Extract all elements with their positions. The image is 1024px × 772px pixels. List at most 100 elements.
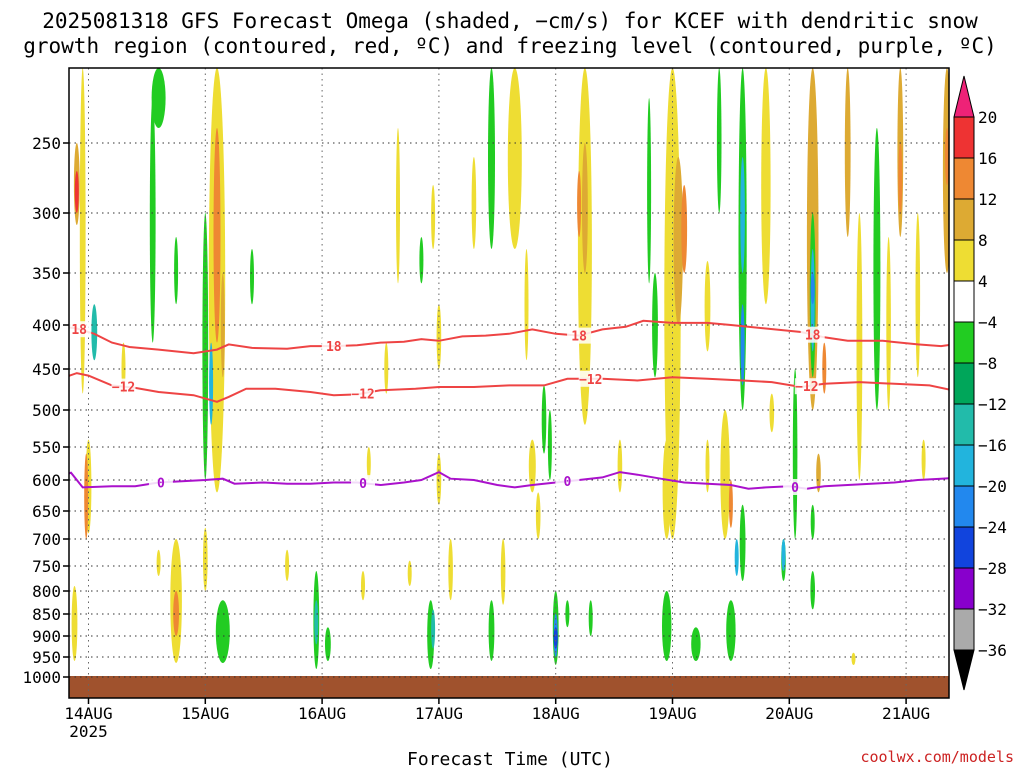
omega-shade-82 <box>726 600 736 661</box>
omega-shade-73 <box>704 261 711 352</box>
y-tick-label-550: 550 <box>32 438 61 457</box>
contour-label-2-3: 0 <box>791 481 799 496</box>
omega-shade-17 <box>174 237 179 305</box>
x-tick-label-21aug: 21AUG <box>882 704 930 723</box>
y-tick-label-1000: 1000 <box>22 668 61 687</box>
contour-lines: 18 18 18 18 −12 −12 −12 −12 0 0 0 0 <box>69 319 949 496</box>
contour-line-2 <box>69 470 949 490</box>
contour-label-bg <box>800 326 825 343</box>
colorbar-label-4: 4 <box>978 272 988 291</box>
omega-shade-72 <box>705 439 710 493</box>
omega-shade-79 <box>740 304 745 386</box>
omega-shade-92 <box>816 453 821 493</box>
ground-surface <box>69 676 949 698</box>
contour-label-bg <box>148 474 173 491</box>
x-axis-title: Forecast Time (UTC) <box>407 749 613 768</box>
contour-label-bg <box>794 378 819 395</box>
y-tick-label-350: 350 <box>32 264 61 283</box>
y-tick-label-950: 950 <box>32 648 61 667</box>
contour-label-1-2: −12 <box>579 373 602 388</box>
colorbar-swatch-12 <box>953 608 975 651</box>
colorbar-label-12: −32 <box>978 600 1007 619</box>
y-tick-label-250: 250 <box>32 134 61 153</box>
x-year-label: 2025 <box>69 722 108 741</box>
y-tick-label-400: 400 <box>32 316 61 335</box>
title-line-1: 2025081318 GFS Forecast Omega (shaded, −… <box>42 9 978 33</box>
omega-shade-26 <box>215 600 230 663</box>
omega-shade-87 <box>792 369 798 539</box>
colorbar-swatch-1 <box>953 157 975 200</box>
omega-shade-48 <box>500 539 506 605</box>
omega-shade-53 <box>535 492 541 539</box>
colorbar-swatch-0 <box>953 116 975 159</box>
omega-shade-33 <box>361 571 365 601</box>
y-tick-label-700: 700 <box>32 530 61 549</box>
contour-label-0-0: 18 <box>71 323 87 338</box>
contour-label-1-0: −12 <box>112 381 135 396</box>
omega-shade-101 <box>898 143 903 213</box>
colorbar-swatch-10 <box>953 526 975 569</box>
omega-shade-15 <box>149 98 156 343</box>
omega-shade-16 <box>151 68 166 128</box>
y-tick-label-900: 900 <box>32 627 61 646</box>
contour-label-1-1: −12 <box>351 387 374 402</box>
omega-shade-95 <box>822 342 827 394</box>
omega-shade-31 <box>325 627 331 661</box>
omega-shade-56 <box>553 627 558 649</box>
omega-shade-96 <box>844 68 851 237</box>
colorbar-label-7: −12 <box>978 395 1007 414</box>
omega-shade-45 <box>488 68 495 249</box>
x-tick-label-20aug: 20AUG <box>765 704 813 723</box>
omega-shade-23 <box>220 273 225 378</box>
omega-shade-28 <box>250 249 254 305</box>
y-tick-label-650: 650 <box>32 502 61 521</box>
y-tick-label-450: 450 <box>32 360 61 379</box>
y-tick-label-300: 300 <box>32 204 61 223</box>
y-tick-label-850: 850 <box>32 605 61 624</box>
omega-shade-0 <box>52 68 67 394</box>
colorbar-swatch-2 <box>953 198 975 241</box>
contour-label-bg <box>578 370 603 387</box>
omega-shade-35 <box>366 447 371 480</box>
omega-shade-102 <box>915 213 921 378</box>
omega-shade-76 <box>728 480 733 528</box>
colorbar-label-1: 16 <box>978 149 997 168</box>
contour-label-1-3: −12 <box>795 380 818 395</box>
omega-shade-104 <box>851 652 856 666</box>
omega-shade-94 <box>810 504 815 539</box>
omega-shade-50 <box>524 249 529 361</box>
colorbar-swatch-3 <box>953 239 975 282</box>
omega-shade-93 <box>810 571 815 610</box>
omega-shade-70 <box>662 591 672 661</box>
omega-shade-74 <box>716 68 722 213</box>
omega-shade-49 <box>507 68 522 249</box>
contour-label-bg <box>555 473 580 490</box>
colorbar-swatch-8 <box>953 444 975 487</box>
omega-shade-57 <box>541 385 547 454</box>
contour-label-bg <box>69 321 92 338</box>
colorbar-swatch-5 <box>953 321 975 364</box>
omega-shade-65 <box>652 273 658 378</box>
omega-shade-47 <box>488 600 495 661</box>
omega-shade-27 <box>203 527 208 592</box>
plot-frame <box>68 67 950 699</box>
colorbar-label-0: 20 <box>978 108 997 127</box>
omega-shade-84 <box>769 393 775 433</box>
colorbar-top-triangle <box>953 75 975 118</box>
omega-shade-99 <box>886 237 891 410</box>
omega-shade-36 <box>396 128 400 284</box>
contour-label-2-2: 0 <box>563 475 571 490</box>
contour-label-bg <box>351 385 375 402</box>
omega-shade-38 <box>419 237 424 284</box>
colorbar-label-3: 8 <box>978 231 988 250</box>
contour-label-bg <box>783 479 808 495</box>
omega-shade-2 <box>60 213 66 360</box>
omega-shade-81 <box>734 539 739 576</box>
omega-shade-43 <box>431 609 436 649</box>
omega-shade-30 <box>314 600 319 645</box>
omega-shade-4 <box>74 171 79 213</box>
omega-shade-22 <box>209 342 214 425</box>
omega-shade-51 <box>528 439 536 493</box>
colorbar-bottom-triangle <box>953 649 975 691</box>
contour-label-0-2: 18 <box>571 330 587 345</box>
